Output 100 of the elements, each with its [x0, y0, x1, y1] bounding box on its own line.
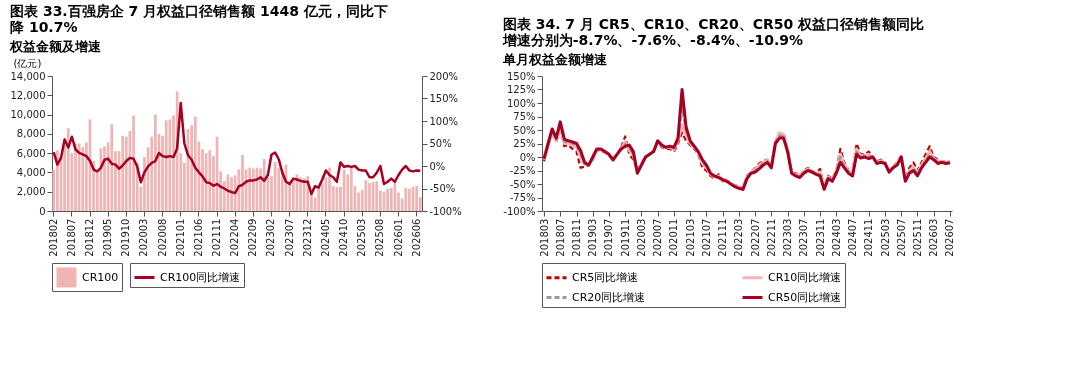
- bar: [164, 120, 168, 211]
- x-tick-label: 202107: [700, 218, 712, 257]
- y-tick-label: -100%: [503, 205, 536, 217]
- x-tick-label: 202303: [782, 218, 794, 257]
- y-tick-label: 6,000: [16, 147, 46, 159]
- bar: [386, 188, 389, 211]
- x-tick-label: 202007: [652, 218, 664, 257]
- legend-label: CR100: [82, 270, 119, 284]
- x-tick-label: 202211: [765, 218, 777, 257]
- x-tick-label: 202511: [912, 218, 923, 257]
- bar: [335, 186, 339, 211]
- y2-tick-label: -100%: [429, 205, 462, 217]
- x-tick-label: 202203: [733, 218, 745, 257]
- y2-tick-label: 150%: [429, 93, 459, 104]
- y-tick-label: 25%: [513, 138, 536, 149]
- y-axis-title: (亿元): [13, 57, 42, 69]
- x-tick-label: 201911: [619, 218, 631, 257]
- line-series: [542, 88, 952, 191]
- x-tick-label: 201910: [120, 218, 132, 257]
- x-tick-label: 202601: [392, 218, 404, 257]
- bar: [375, 181, 379, 211]
- y-tick-label: 0: [39, 205, 46, 217]
- x-tick-label: 202101: [174, 218, 186, 257]
- y-tick-label: 150%: [506, 70, 536, 82]
- bar: [299, 177, 302, 211]
- x-tick-label: 201807: [65, 218, 77, 257]
- legend-label: CR5同比增速: [572, 270, 639, 284]
- y2-tick-label: 0%: [429, 160, 446, 172]
- bar: [121, 135, 125, 211]
- legend-label: CR100同比增速: [160, 270, 241, 284]
- x-tick-label: 201802: [47, 218, 59, 257]
- bar: [262, 158, 266, 211]
- x-tick-label: 202405: [319, 218, 331, 257]
- x-tick-label: 201905: [102, 218, 114, 257]
- y2-tick-label: 50%: [429, 138, 452, 149]
- y-tick-label: -50%: [509, 178, 536, 190]
- x-tick-label: 202209: [247, 218, 259, 257]
- bar: [168, 119, 172, 211]
- y-tick-label: -75%: [509, 192, 536, 203]
- bar: [193, 116, 197, 211]
- chart-title: 图表 33.百强房企 7 月权益口径销售额 1448 亿元，同比下降 10.7%: [10, 3, 388, 35]
- x-tick-label: 202311: [814, 218, 826, 257]
- bar: [153, 114, 157, 211]
- bar: [103, 146, 106, 211]
- x-tick-label: 202204: [229, 218, 241, 257]
- y-tick-label: 125%: [506, 84, 536, 95]
- bar: [208, 150, 212, 211]
- x-tick-label: 202603: [928, 218, 940, 257]
- x-tick-label: 201907: [603, 218, 615, 257]
- x-tick-label: 202302: [265, 218, 277, 257]
- x-tick-label: 202003: [138, 218, 150, 257]
- y-tick-label: 8,000: [16, 128, 46, 140]
- x-tick-label: 201903: [587, 218, 599, 257]
- bar: [364, 180, 368, 211]
- y2-tick-label: 100%: [429, 115, 459, 127]
- bar: [368, 183, 371, 211]
- bar: [328, 167, 331, 211]
- bar: [415, 185, 419, 211]
- bar: [248, 167, 252, 211]
- bar: [251, 168, 255, 211]
- x-tick-label: 201812: [84, 218, 96, 257]
- line-series: [52, 101, 422, 196]
- x-tick-label: 202606: [410, 218, 422, 257]
- bar: [74, 143, 77, 211]
- x-tick-label: 201811: [571, 218, 582, 257]
- y-tick-label: 4,000: [16, 166, 46, 178]
- bar: [408, 188, 411, 211]
- x-tick-label: 201807: [554, 218, 566, 257]
- x-tick-label: 202207: [749, 218, 761, 257]
- x-tick-label: 202008: [156, 218, 168, 257]
- x-tick-label: 202508: [374, 218, 386, 257]
- y-tick-label: 50%: [513, 124, 536, 136]
- y-tick-label: 12,000: [10, 89, 46, 101]
- x-tick-label: 202307: [283, 218, 295, 257]
- x-tick-label: 202411: [863, 218, 875, 257]
- x-tick-label: 201803: [538, 218, 550, 257]
- legend-label: CR20同比增速: [572, 290, 646, 304]
- x-tick-label: 202403: [830, 218, 842, 257]
- x-tick-label: 202307: [798, 218, 810, 257]
- x-tick-label: 202607: [944, 218, 956, 257]
- x-tick-label: 202407: [847, 218, 859, 257]
- y2-tick-label: 200%: [429, 70, 459, 82]
- bar: [110, 124, 114, 211]
- x-tick-label: 202503: [356, 218, 368, 257]
- bar: [81, 147, 85, 211]
- x-tick-label: 202410: [338, 218, 350, 257]
- chart-subtitle: 单月权益金额增速: [501, 52, 608, 67]
- y-tick-label: 75%: [513, 111, 536, 122]
- x-tick-label: 202103: [684, 218, 696, 257]
- legend-label: CR10同比增速: [768, 270, 842, 284]
- y-tick-label: -25%: [509, 165, 536, 176]
- chart-title: 图表 34. 7 月 CR5、CR10、CR20、CR50 权益口径销售额同比增速分别为-8.7%、-7.6%、-8.4%、-10.9%: [501, 16, 925, 48]
- y-tick-label: 14,000: [10, 70, 46, 82]
- bar: [66, 128, 70, 211]
- bar: [132, 115, 135, 211]
- x-tick-label: 202111: [211, 218, 223, 257]
- bar: [389, 187, 393, 211]
- y-tick-label: 0%: [519, 151, 536, 163]
- bar: [230, 177, 233, 211]
- bar: [349, 167, 353, 211]
